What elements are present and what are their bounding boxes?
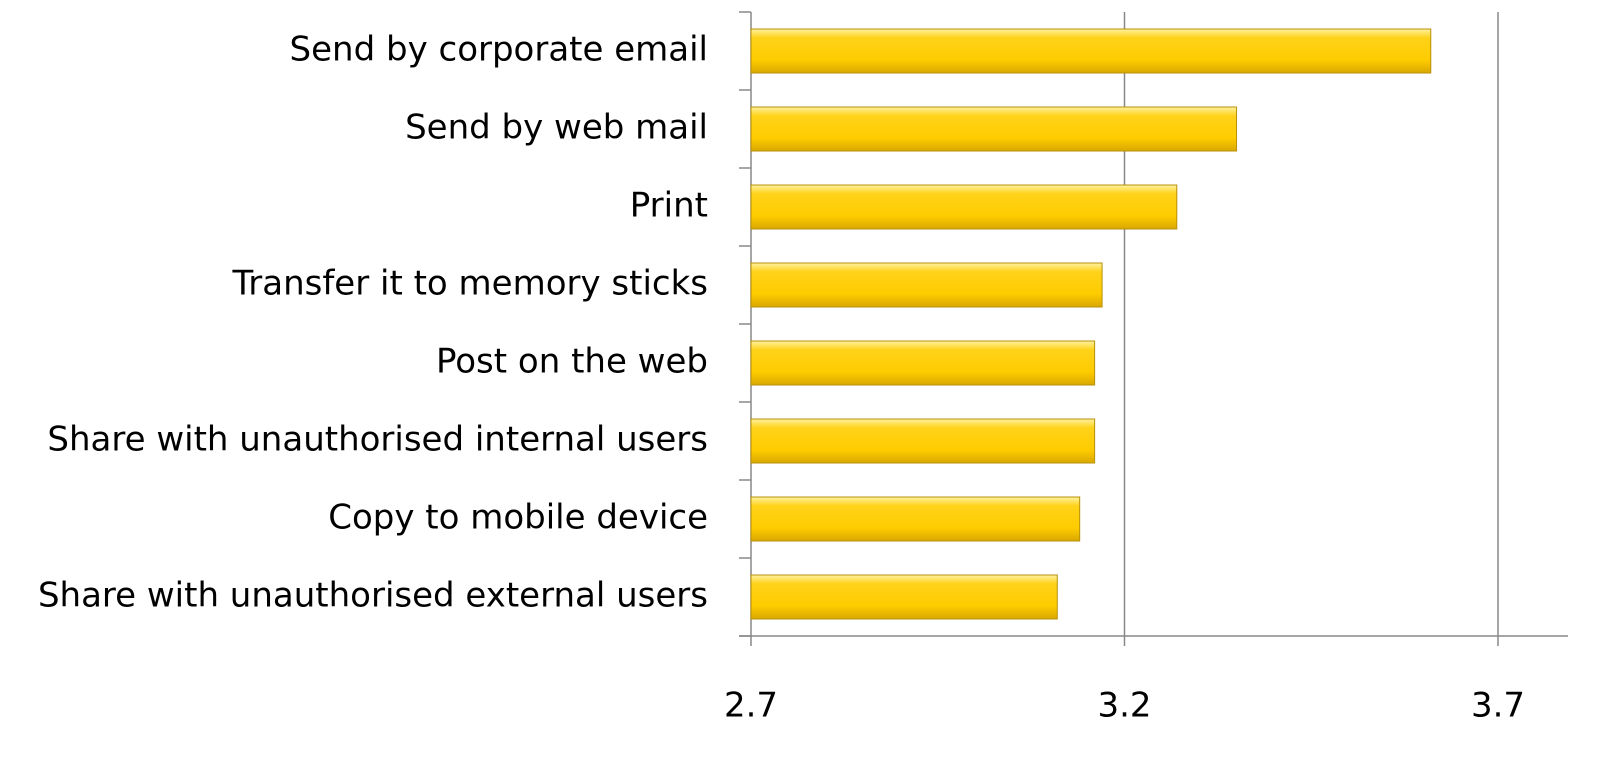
x-tick-label: 2.7 (724, 686, 778, 726)
bar (750, 184, 1178, 230)
bar (750, 496, 1081, 542)
x-tick-label: 3.7 (1471, 686, 1525, 726)
bar (750, 106, 1238, 152)
y-tick-label: Copy to mobile device (328, 498, 708, 538)
bar (750, 340, 1096, 386)
y-tick-label: Post on the web (436, 342, 708, 382)
y-tick-label: Share with unauthorised internal users (47, 420, 708, 460)
y-tick-label: Print (630, 186, 708, 226)
x-tick-label: 3.2 (1097, 686, 1151, 726)
y-tick-label: Send by web mail (405, 108, 708, 148)
bar (750, 418, 1096, 464)
bar (750, 574, 1058, 620)
bar (750, 28, 1432, 74)
y-tick-label: Share with unauthorised external users (38, 576, 708, 616)
y-tick-label: Send by corporate email (290, 30, 708, 70)
y-tick-label: Transfer it to memory sticks (231, 264, 708, 304)
bar (750, 262, 1103, 308)
